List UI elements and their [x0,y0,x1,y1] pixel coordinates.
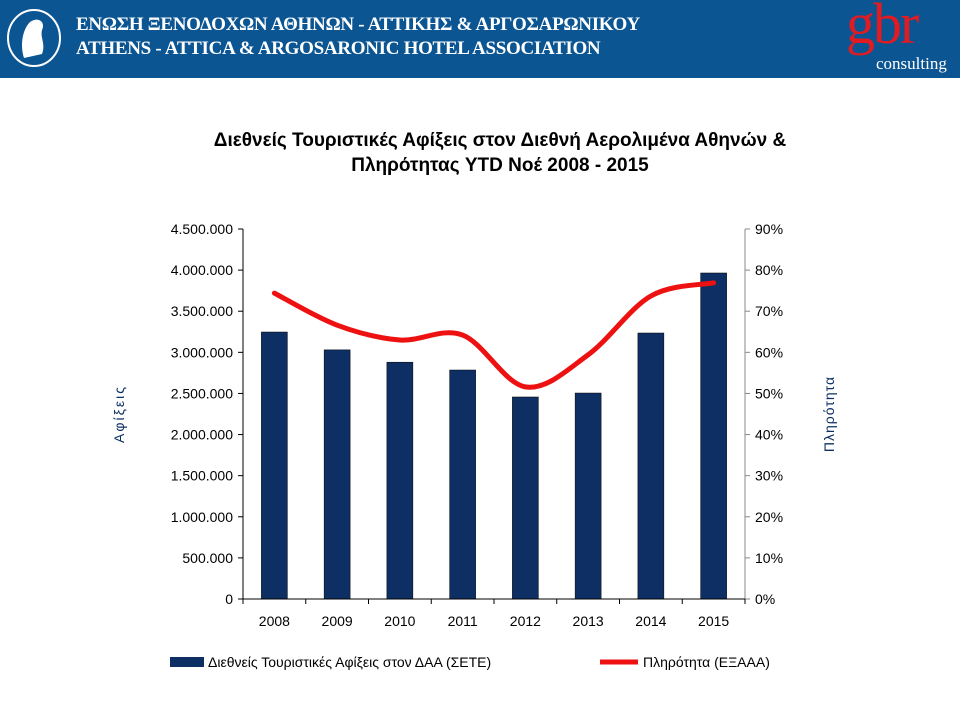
chart-title-line1: Διεθνείς Τουριστικές Αφίξεις στον Διεθνή… [213,130,787,151]
chart-title: Διεθνείς Τουριστικές Αφίξεις στον Διεθνή… [150,128,850,178]
bar-2013 [574,392,602,600]
x-tick-label: 2008 [259,613,290,629]
bar-2011 [449,369,476,600]
y-tick-label: 3.000.000 [171,344,233,360]
x-tick-label: 2014 [635,613,666,629]
bar-2009 [323,349,351,600]
y2-tick-label: 0% [755,591,775,607]
x-tick-label: 2011 [448,613,478,629]
y-tick-label: 4.500.000 [171,221,233,237]
y2-axis-label: Πληρότητα [821,376,837,452]
y2-tick-label: 50% [755,385,783,401]
legend-bar-swatch [170,657,204,667]
y-tick-label: 500.000 [182,550,233,566]
x-tick-label: 2009 [322,613,353,629]
y2-tick-label: 60% [755,344,783,360]
x-tick-label: 2013 [573,613,604,629]
x-tick-label: 2010 [384,613,415,629]
header-banner: ΕΝΩΣΗ ΞΕΝΟΔΟΧΩΝ ΑΘΗΝΩΝ - ΑΤΤΙΚΗΣ & ΑΡΓΟΣ… [0,0,960,78]
brand-logo: gbr [846,0,919,56]
y2-tick-label: 20% [755,509,783,525]
y2-tick-label: 80% [755,262,783,278]
legend-bar-label: Διεθνείς Τουριστικές Αφίξεις στον ΔΑΑ (Σ… [208,654,491,670]
bar-2014 [637,332,665,600]
y-tick-label: 2.500.000 [171,385,233,401]
y2-tick-label: 10% [755,550,783,566]
y2-tick-label: 90% [755,221,783,237]
bar-2008 [261,331,288,600]
y-tick-label: 1.500.000 [171,468,233,484]
org-name-greek: ΕΝΩΣΗ ΞΕΝΟΔΟΧΩΝ ΑΘΗΝΩΝ - ΑΤΤΙΚΗΣ & ΑΡΓΟΣ… [76,14,640,35]
y-tick-label: 0 [225,591,233,607]
y-tick-label: 3.500.000 [171,303,233,319]
chart-title-line2: Πληρότητας YTD Νοέ 2008 - 2015 [351,155,649,176]
y2-tick-label: 70% [755,303,783,319]
x-tick-label: 2015 [698,613,729,629]
bar-2015 [700,272,727,600]
association-logo-icon [7,9,61,67]
y2-tick-label: 40% [755,427,783,443]
y2-tick-label: 30% [755,468,783,484]
y-tick-label: 1.000.000 [171,509,233,525]
y-tick-label: 2.000.000 [171,427,233,443]
bar-2012 [512,396,539,600]
y-tick-label: 4.000.000 [171,262,233,278]
org-name-english: ATHENS - ATTICA & ARGOSARONIC HOTEL ASSO… [76,38,601,59]
bar-2010 [386,361,414,600]
legend-line-label: Πληρότητα (ΕΞΑΑΑ) [643,654,770,670]
brand-sub: consulting [876,54,947,73]
occupancy-line [271,280,717,390]
y-axis-label: Αφίξεις [111,385,127,443]
x-tick-label: 2012 [510,613,541,629]
